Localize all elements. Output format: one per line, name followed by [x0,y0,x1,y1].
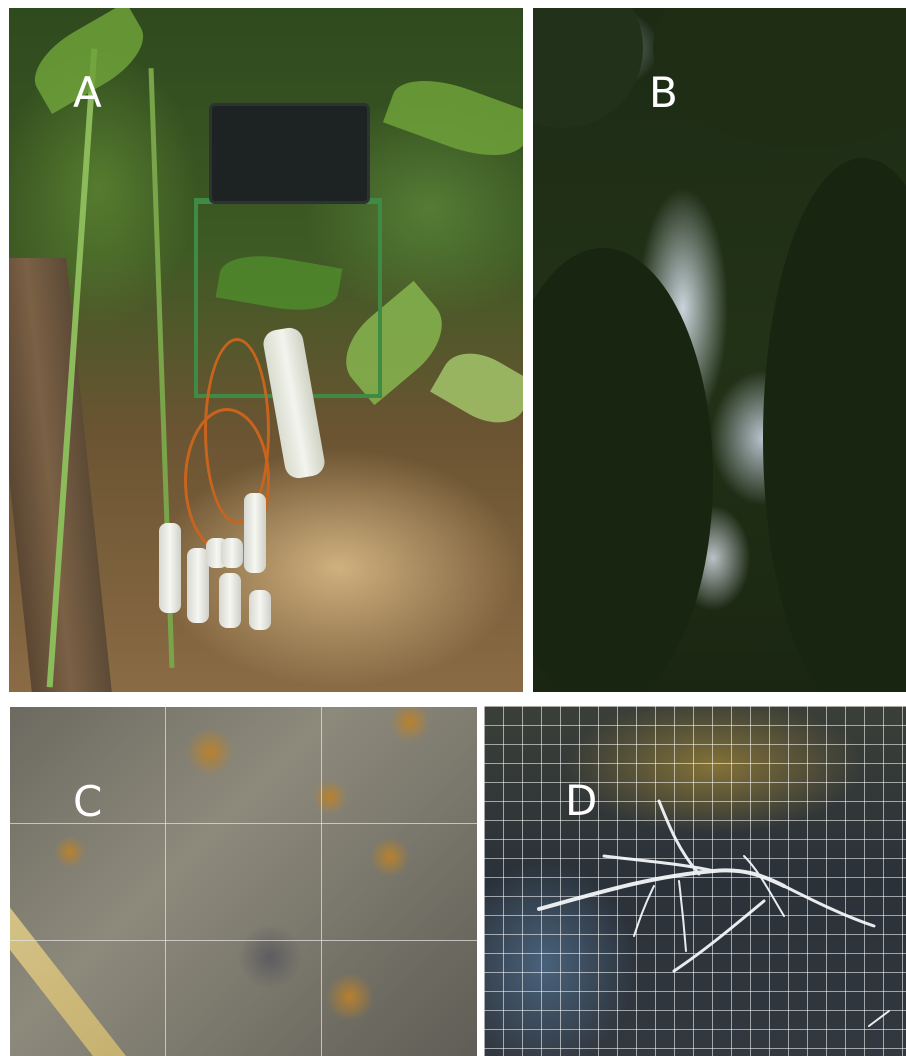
panel-d-root-on-grid: D [484,706,906,1056]
grid-divider [10,823,477,824]
canopy-foliage [653,8,906,148]
instrument-box [209,103,370,204]
grid-divider [165,707,166,1056]
canopy-foliage [763,158,906,692]
panel-label-a: A [73,68,102,117]
sensor-tube [221,538,243,568]
panel-c-soil-microscopy-grid: C [10,707,477,1056]
panel-label-b: B [649,68,678,117]
panel-label-c: C [73,777,103,826]
grid-divider [10,940,477,941]
panel-b-canopy-photo: B [533,8,906,692]
canopy-foliage [533,248,713,692]
measurement-grid [484,706,906,1056]
panel-label-d: D [565,776,598,825]
leaf [382,65,523,171]
sensor-tube [159,523,181,613]
canopy-foliage [533,8,643,128]
sensor-tube [219,573,241,628]
panel-a-forest-floor-photo: A [9,8,523,692]
leaf [430,339,523,437]
grid-divider [321,707,322,1056]
tree-trunk [9,258,112,692]
sensor-tube [244,493,266,573]
sensor-tube [249,590,271,630]
root-strand [10,882,151,1056]
sensor-tube [187,548,209,623]
